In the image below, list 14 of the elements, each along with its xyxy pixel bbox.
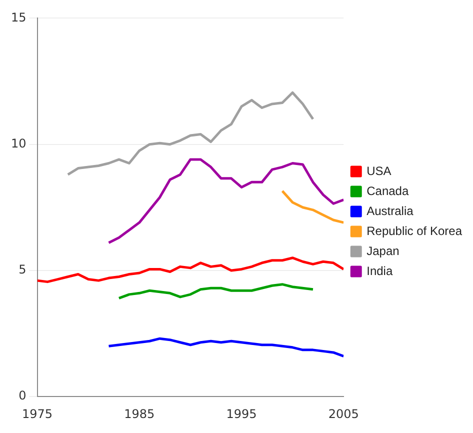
- y-tick-label: 15: [10, 10, 26, 24]
- legend-label: India: [366, 264, 393, 278]
- x-tick-label: 2005: [328, 406, 359, 421]
- y-tick-label: 10: [10, 136, 26, 150]
- y-tick-label: 0: [18, 388, 26, 403]
- legend-label: USA: [366, 164, 392, 178]
- legend-label: Canada: [366, 184, 409, 198]
- x-tick-label: 1995: [226, 406, 257, 421]
- legend-label: Japan: [366, 244, 400, 258]
- legend-label: Republic of Korea: [366, 224, 462, 238]
- x-tick-label: 1985: [124, 406, 155, 421]
- y-tick-label: 5: [18, 262, 26, 277]
- legend-label: Australia: [366, 204, 414, 218]
- x-tick-label: 1975: [22, 406, 53, 421]
